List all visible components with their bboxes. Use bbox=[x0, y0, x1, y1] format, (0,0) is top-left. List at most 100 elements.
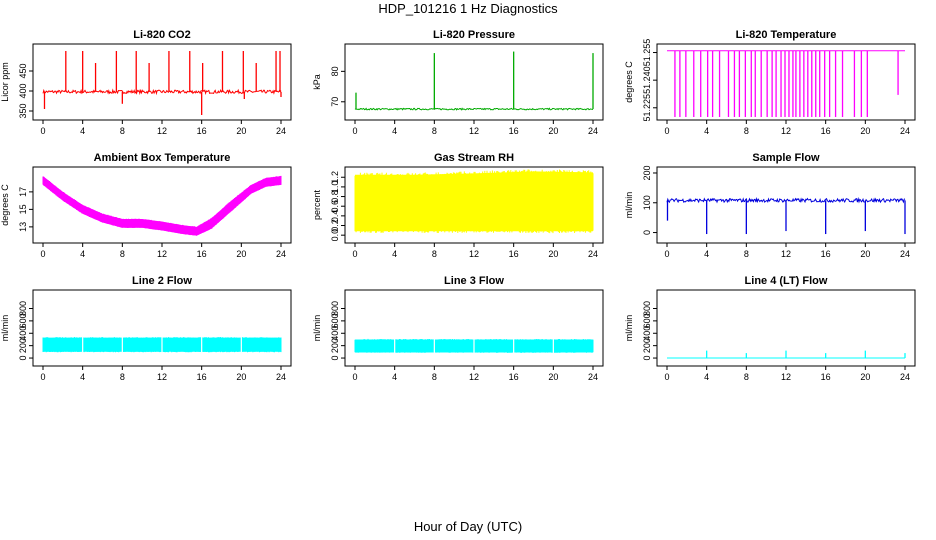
y-tick-label: 1.0 bbox=[330, 181, 340, 194]
x-tick-label: 4 bbox=[392, 372, 397, 382]
y-tick-label: 100 bbox=[642, 195, 652, 210]
x-tick-label: 12 bbox=[781, 126, 791, 136]
x-tick-label: 16 bbox=[509, 372, 519, 382]
y-tick-label: 400 bbox=[18, 83, 28, 98]
x-tick-label: 8 bbox=[432, 249, 437, 259]
y-tick-label: 600 bbox=[330, 313, 340, 328]
x-tick-label: 16 bbox=[821, 249, 831, 259]
y-axis-label: Licor ppm bbox=[0, 62, 10, 102]
x-tick-label: 12 bbox=[781, 372, 791, 382]
y-tick-label: 600 bbox=[642, 313, 652, 328]
x-tick-label: 16 bbox=[821, 372, 831, 382]
x-tick-label: 24 bbox=[276, 126, 286, 136]
data-noise bbox=[42, 175, 282, 236]
x-tick-label: 8 bbox=[120, 372, 125, 382]
y-tick-label: 17 bbox=[18, 187, 28, 197]
y-tick-label: 800 bbox=[642, 301, 652, 316]
x-tick-label: 4 bbox=[80, 126, 85, 136]
data-layer bbox=[354, 51, 594, 111]
panel-title: Ambient Box Temperature bbox=[94, 152, 231, 164]
data-layer bbox=[42, 175, 282, 236]
x-tick-label: 0 bbox=[352, 126, 357, 136]
y-tick-label: 350 bbox=[18, 103, 28, 118]
x-tick-label: 8 bbox=[744, 372, 749, 382]
x-tick-label: 0 bbox=[664, 126, 669, 136]
data-layer bbox=[667, 350, 906, 359]
x-tick-label: 4 bbox=[392, 249, 397, 259]
x-tick-label: 4 bbox=[80, 372, 85, 382]
x-tick-label: 20 bbox=[860, 249, 870, 259]
x-tick-label: 8 bbox=[432, 372, 437, 382]
x-tick-label: 16 bbox=[197, 126, 207, 136]
x-tick-label: 8 bbox=[120, 249, 125, 259]
y-tick-label: 15 bbox=[18, 204, 28, 214]
y-tick-label: 0.0 bbox=[330, 229, 340, 242]
y-tick-label: 400 bbox=[642, 326, 652, 341]
panel-frame bbox=[656, 43, 916, 121]
x-tick-label: 24 bbox=[276, 249, 286, 259]
figure-title: HDP_101216 1 Hz Diagnostics bbox=[378, 1, 558, 16]
y-tick-label: 200 bbox=[642, 338, 652, 353]
panel-7: Line 2 Flow ml/min 0 4 8 12 16 20 24 0 20040060080… bbox=[0, 275, 292, 382]
y-tick-label: 0.6 bbox=[330, 200, 340, 213]
x-tick-label: 0 bbox=[40, 126, 45, 136]
y-tick-label: 0.2 bbox=[330, 219, 340, 232]
panel-8: Line 3 Flow ml/min 0 4 8 12 16 20 24 0 20040060080… bbox=[312, 275, 604, 382]
x-tick-label: 8 bbox=[432, 126, 437, 136]
x-tick-label: 20 bbox=[236, 249, 246, 259]
panel-frame bbox=[32, 289, 292, 367]
x-tick-label: 16 bbox=[197, 249, 207, 259]
y-axis-label: ml/min bbox=[624, 315, 634, 342]
y-tick-label: 450 bbox=[18, 63, 28, 78]
x-tick-label: 16 bbox=[821, 126, 831, 136]
panel-title: Li-820 CO2 bbox=[133, 29, 190, 41]
panel-5: Gas Stream RH percent 0 4 8 12 16 20 24 0.00.20.4… bbox=[312, 152, 604, 259]
x-tick-label: 24 bbox=[588, 372, 598, 382]
x-tick-label: 16 bbox=[509, 249, 519, 259]
y-axis-label: percent bbox=[312, 189, 322, 220]
data-trace bbox=[354, 107, 593, 111]
panel-title: Li-820 Pressure bbox=[433, 29, 515, 41]
y-tick-label: 70 bbox=[330, 97, 340, 107]
x-tick-label: 24 bbox=[900, 249, 910, 259]
y-tick-label: 400 bbox=[18, 326, 28, 341]
x-tick-label: 12 bbox=[469, 249, 479, 259]
x-tick-label: 12 bbox=[157, 372, 167, 382]
x-tick-label: 0 bbox=[352, 249, 357, 259]
x-tick-label: 0 bbox=[40, 372, 45, 382]
y-tick-label: 0.4 bbox=[330, 210, 340, 223]
panel-6: Sample Flow ml/min 0 4 8 12 16 20 24 0 100 200 bbox=[624, 152, 916, 259]
x-tick-label: 4 bbox=[704, 372, 709, 382]
x-tick-label: 20 bbox=[860, 126, 870, 136]
x-tick-label: 20 bbox=[860, 372, 870, 382]
data-noise bbox=[354, 169, 594, 234]
y-axis-label: ml/min bbox=[0, 315, 10, 342]
panel-2: Li-820 Pressure kPa 0 4 8 12 16 20 24 70 80 bbox=[312, 29, 604, 136]
x-tick-label: 12 bbox=[469, 372, 479, 382]
x-tick-label: 16 bbox=[509, 126, 519, 136]
x-tick-label: 0 bbox=[664, 249, 669, 259]
x-tick-label: 24 bbox=[900, 126, 910, 136]
x-tick-label: 4 bbox=[392, 126, 397, 136]
data-layer bbox=[666, 196, 906, 235]
y-axis-label: kPa bbox=[312, 74, 322, 90]
y-tick-label: 13 bbox=[18, 222, 28, 232]
data-layer bbox=[42, 51, 282, 115]
panel-frame bbox=[344, 289, 604, 367]
y-tick-label: 51.240 bbox=[642, 66, 652, 94]
y-tick-label: 0 bbox=[330, 356, 340, 361]
y-axis-label: ml/min bbox=[624, 192, 634, 219]
x-tick-label: 20 bbox=[236, 126, 246, 136]
y-tick-label: 1.2 bbox=[330, 171, 340, 184]
y-tick-label: 200 bbox=[18, 338, 28, 353]
panel-9: Line 4 (LT) Flow ml/min 0 4 8 12 16 20 24 0 200400… bbox=[624, 275, 916, 382]
x-tick-label: 20 bbox=[236, 372, 246, 382]
panel-frame bbox=[32, 43, 292, 121]
data-layer bbox=[667, 50, 905, 117]
y-tick-label: 400 bbox=[330, 326, 340, 341]
x-tick-label: 12 bbox=[157, 126, 167, 136]
x-tick-label: 12 bbox=[469, 126, 479, 136]
x-tick-label: 24 bbox=[900, 372, 910, 382]
x-tick-label: 20 bbox=[548, 126, 558, 136]
